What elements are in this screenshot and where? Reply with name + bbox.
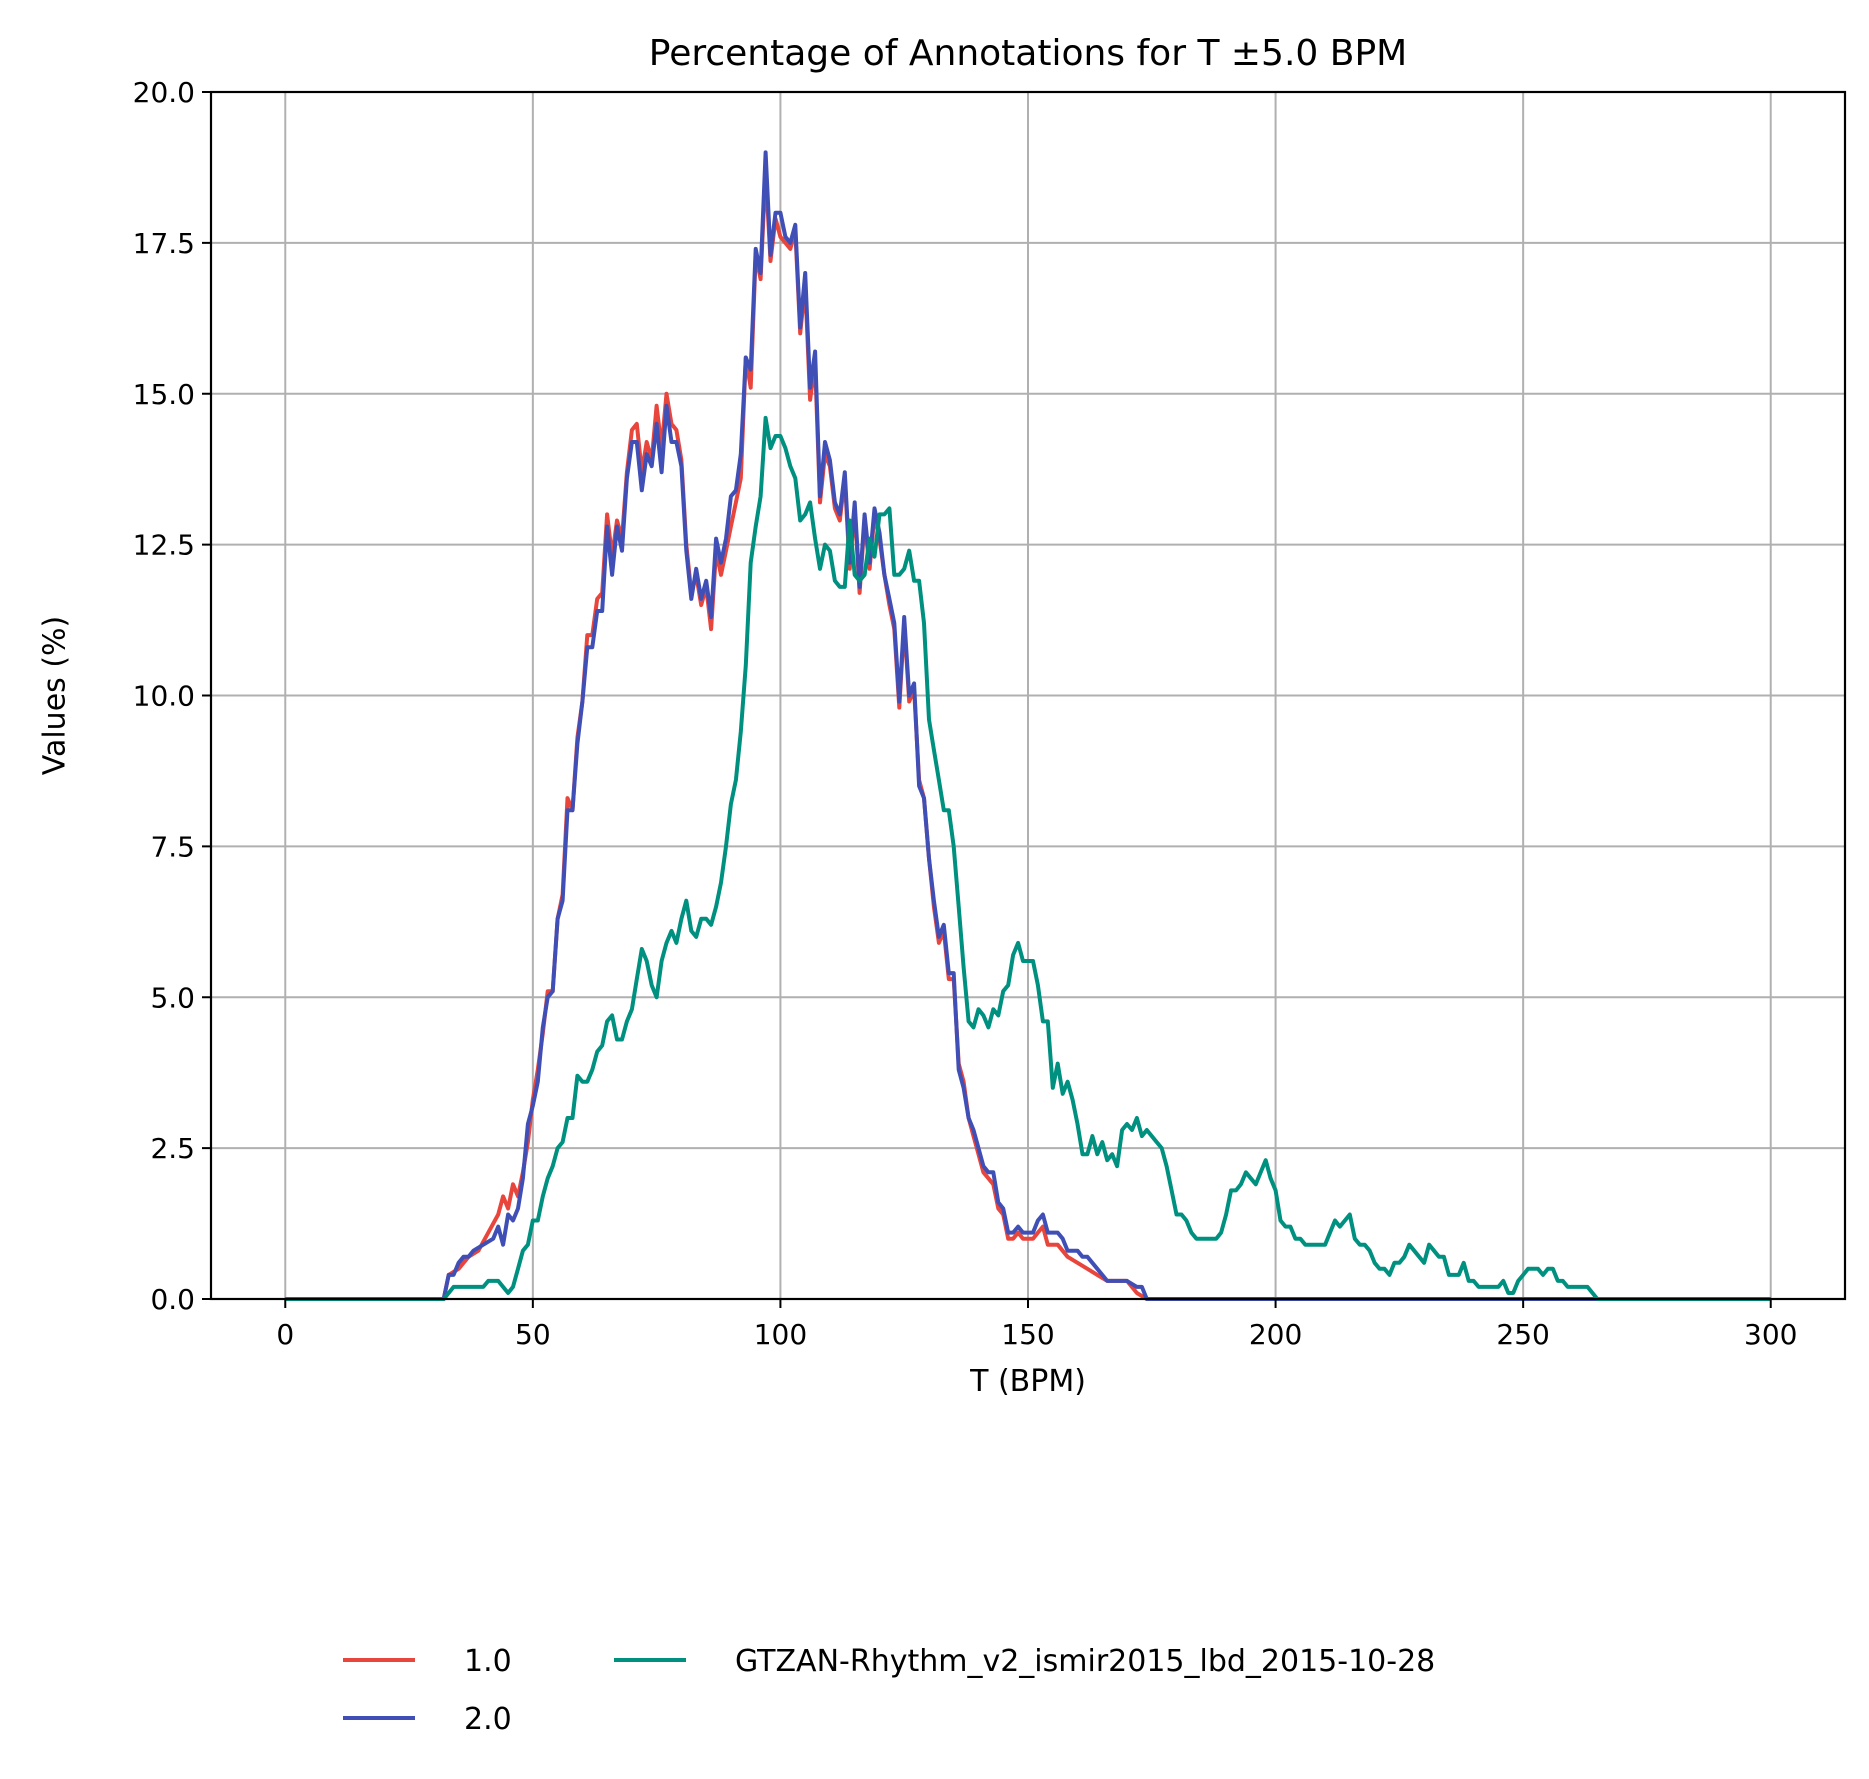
x-axis-title: T (BPM) bbox=[969, 1364, 1086, 1399]
x-tick-label: 100 bbox=[754, 1318, 807, 1351]
ticks: 0 50 100 150 200 250 300 0.0 2.5 5.0 7.5 10.0 12.5 15… bbox=[133, 76, 1798, 1351]
y-tick-label: 15.0 bbox=[133, 378, 195, 411]
chart-title: Percentage of Annotations for T ±5.0 BPM bbox=[649, 33, 1407, 74]
y-tick-label: 7.5 bbox=[150, 830, 195, 863]
x-tick-label: 150 bbox=[1001, 1318, 1054, 1351]
x-tick-label: 50 bbox=[515, 1318, 551, 1351]
y-axis-title: Values (%) bbox=[38, 616, 73, 775]
x-tick-label: 300 bbox=[1744, 1318, 1797, 1351]
y-tick-label: 2.5 bbox=[150, 1132, 195, 1165]
y-tick-label: 0.0 bbox=[150, 1283, 195, 1316]
legend-label-2: 2.0 bbox=[464, 1702, 512, 1737]
y-tick-label: 17.5 bbox=[133, 227, 195, 260]
legend-label-3: GTZAN-Rhythm_v2_ismir2015_lbd_2015-10-28 bbox=[735, 1644, 1435, 1679]
y-tick-label: 10.0 bbox=[133, 680, 195, 713]
legend-label-1: 1.0 bbox=[464, 1644, 512, 1679]
x-tick-label: 200 bbox=[1249, 1318, 1302, 1351]
legend: 1.0 2.0 GTZAN-Rhythm_v2_ismir2015_lbd_2015… bbox=[343, 1644, 1435, 1737]
series-lines bbox=[285, 150, 1771, 1301]
x-tick-label: 250 bbox=[1496, 1318, 1549, 1351]
y-tick-label: 12.5 bbox=[133, 529, 195, 562]
series-line-3 bbox=[285, 415, 1771, 1301]
y-tick-label: 20.0 bbox=[133, 76, 195, 109]
y-tick-label: 5.0 bbox=[150, 981, 195, 1014]
series-line-2 bbox=[285, 150, 1771, 1301]
x-tick-label: 0 bbox=[276, 1318, 294, 1351]
